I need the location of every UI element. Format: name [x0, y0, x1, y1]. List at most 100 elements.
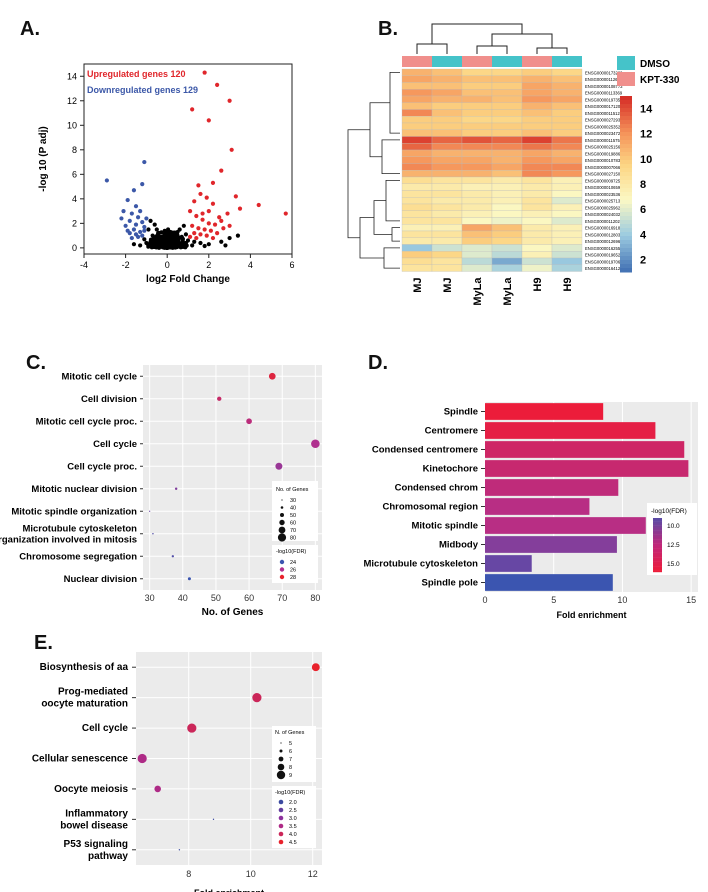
color-legend-dot: [278, 839, 284, 845]
data-point: [165, 243, 170, 248]
row-dendrogram-branch: [369, 102, 390, 158]
colorbar-segment: [620, 224, 632, 229]
data-point: [154, 238, 159, 243]
data-point: [137, 753, 147, 764]
data-point: [198, 191, 203, 197]
data-point: [187, 723, 197, 733]
heatmap-cell: [521, 244, 553, 252]
row-label: ENSG00000196529: [585, 253, 623, 258]
size-legend-label: 60: [290, 521, 296, 527]
heatmap-cell: [401, 170, 433, 178]
column-label: H9: [562, 278, 574, 292]
data-point: [104, 178, 109, 183]
data-point: [233, 194, 238, 199]
heatmap-cell: [521, 257, 553, 265]
colorbar-segment: [620, 148, 632, 153]
colorbar-segment: [620, 152, 632, 157]
colorbar-tick-label: 10.0: [667, 523, 680, 530]
data-point: [133, 232, 139, 237]
colorbar-segment: [620, 236, 632, 241]
color-legend-label: 28: [290, 575, 296, 581]
heatmap-cell: [551, 122, 583, 130]
data-point: [229, 147, 234, 152]
row-label: ENSG00000234726: [585, 131, 623, 136]
y-tick-label: 2: [72, 218, 77, 228]
heatmap-cell: [461, 95, 493, 103]
colorbar-segment: [620, 116, 632, 121]
colorbar-segment: [653, 564, 662, 567]
row-dendrogram-branch: [389, 71, 400, 134]
data-point: [210, 180, 216, 186]
data-point: [127, 231, 132, 236]
row-dendrogram-branch: [373, 200, 392, 235]
heatmap-cell: [491, 156, 523, 164]
heatmap-cell: [431, 244, 463, 252]
column-group-bar: [492, 56, 522, 67]
heatmap-cell: [491, 82, 523, 90]
data-point: [206, 242, 211, 247]
category-label: pathway: [88, 851, 128, 862]
x-axis-label: Fold enrichment: [194, 888, 264, 892]
data-point: [123, 223, 128, 228]
bar: [485, 517, 646, 534]
heatmap-cell: [431, 224, 463, 232]
heatmap-cell: [521, 237, 553, 245]
data-point: [131, 227, 137, 232]
heatmap-cell: [551, 264, 583, 272]
heatmap-cell: [551, 116, 583, 124]
data-point: [187, 234, 193, 239]
heatmap-cell: [551, 257, 583, 265]
x-tick-label: 4: [248, 260, 253, 270]
colorbar-segment: [653, 550, 662, 553]
heatmap-cell: [551, 156, 583, 164]
x-axis-label: log2 Fold Change: [146, 274, 230, 285]
category-label: Condensed centromere: [372, 445, 478, 456]
size-legend-label: 7: [289, 757, 292, 763]
data-point: [204, 233, 209, 238]
colorbar-segment: [620, 184, 632, 189]
color-legend-dot: [278, 807, 284, 813]
category-label: Mitotic spindle organization: [11, 506, 137, 517]
heatmap-cell: [461, 224, 493, 232]
data-point: [164, 239, 169, 244]
row-label: ENSG00000162557: [585, 246, 623, 251]
heatmap-cell: [491, 129, 523, 137]
color-legend-label: 2.5: [289, 808, 297, 814]
data-point: [127, 218, 132, 224]
heatmap-cell: [521, 183, 553, 191]
heatmap-cell: [521, 82, 553, 90]
color-legend-label: 4.0: [289, 832, 297, 838]
data-point: [215, 82, 220, 87]
heatmap-cell: [491, 89, 523, 97]
heatmap-cell: [491, 170, 523, 178]
heatmap-cell: [401, 264, 433, 272]
color-legend-label: 26: [290, 568, 296, 574]
row-label: ENSG00000108773: [585, 84, 623, 89]
colorbar-segment: [653, 527, 662, 529]
x-tick-label: 60: [244, 593, 254, 603]
panel-label-c: C.: [26, 352, 46, 374]
colorbar-segment: [620, 112, 632, 117]
heatmap-cell: [461, 109, 493, 117]
y-tick-label: 8: [72, 145, 77, 155]
data-point: [202, 70, 207, 75]
colorbar-segment: [620, 124, 632, 129]
data-point: [256, 202, 261, 208]
data-point: [210, 201, 216, 206]
data-point: [196, 226, 201, 231]
color-legend-title: -log10(FDR): [275, 790, 305, 796]
colorbar-tick-label: 2: [640, 254, 646, 266]
data-point: [202, 227, 207, 232]
size-legend-dot: [279, 519, 285, 526]
heatmap-cell: [431, 149, 463, 157]
x-tick-label: 8: [186, 869, 191, 879]
heatmap-cell: [491, 251, 523, 259]
category-label: Spindle: [444, 407, 478, 418]
heatmap-cell: [401, 183, 433, 191]
colorbar-segment: [620, 108, 632, 113]
data-point: [138, 243, 143, 248]
heatmap-cell: [551, 163, 583, 171]
heatmap-cell: [461, 163, 493, 171]
row-label: ENSG00000112622: [585, 77, 623, 82]
x-axis-label: Fold enrichment: [556, 610, 626, 620]
